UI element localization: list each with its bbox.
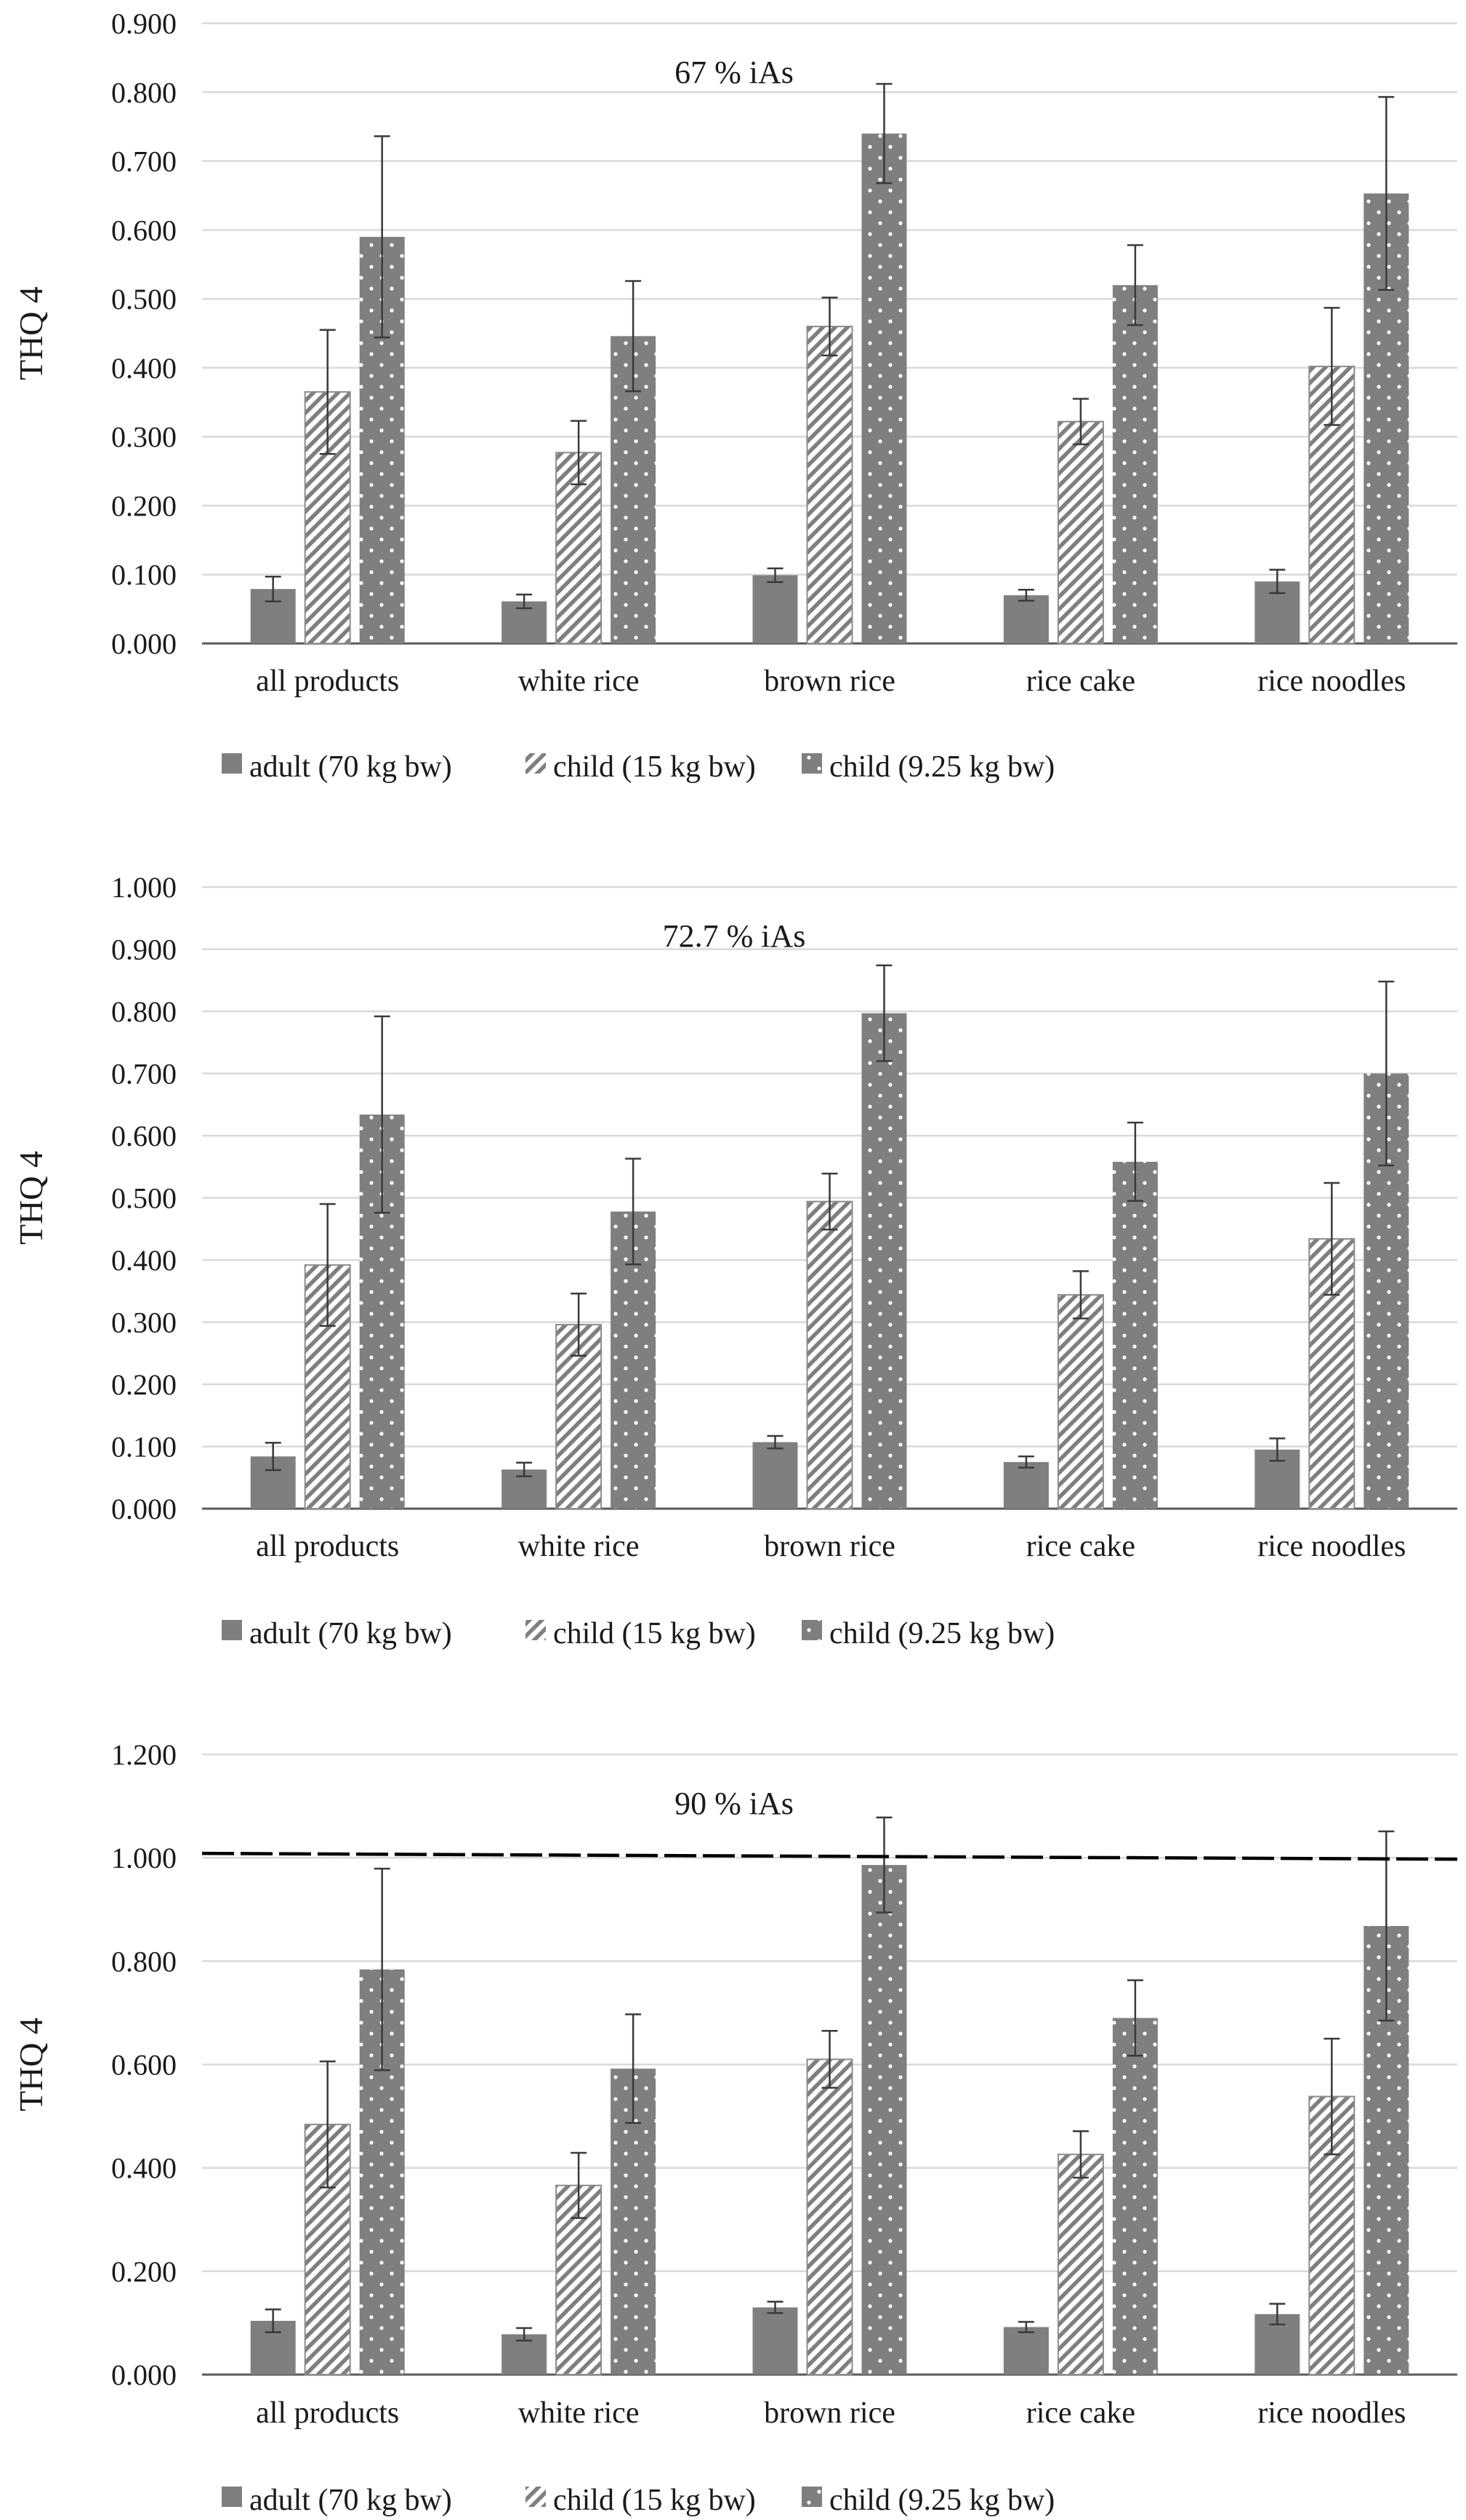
- y-tick-label: 0.800: [111, 76, 177, 109]
- legend-label-3: child (9.25 kg bw): [829, 2484, 1055, 2517]
- y-tick-label: 0.300: [111, 1307, 177, 1339]
- legend-swatch-3: [802, 753, 822, 774]
- legend-swatch-3: [802, 2487, 822, 2507]
- bar-brown-rice-adult-70-kg-bw: [752, 1442, 798, 1509]
- y-tick-label: 0.200: [111, 1368, 177, 1401]
- y-tick-label: 0.300: [111, 421, 177, 454]
- y-tick-label: 0.600: [111, 2049, 177, 2082]
- x-tick-label: all products: [256, 1530, 399, 1563]
- y-axis-title: THQ 4: [12, 286, 49, 380]
- y-tick-label: 0.500: [111, 283, 177, 316]
- y-tick-label: 0.600: [111, 214, 177, 246]
- x-tick-label: white rice: [518, 665, 640, 698]
- bar-brown-rice-adult-70-kg-bw: [752, 575, 798, 643]
- y-tick-label: 0.400: [111, 1244, 177, 1277]
- y-tick-label: 0.700: [111, 145, 177, 178]
- bar-rice-cake-child-9-25-kg-bw: [1112, 1161, 1158, 1509]
- legend-label-1: adult (70 kg bw): [249, 750, 452, 784]
- bar-rice-cake-adult-70-kg-bw: [1003, 1461, 1049, 1509]
- legend-swatch-2: [525, 2487, 546, 2507]
- y-tick-label: 0.200: [111, 489, 177, 522]
- x-tick-label: white rice: [518, 1530, 640, 1563]
- legend-label-2: child (15 kg bw): [553, 1617, 756, 1650]
- bar-brown-rice-child-15-kg-bw: [806, 1200, 853, 1509]
- threshold-line: [201, 1851, 1458, 1861]
- bar-brown-rice-adult-70-kg-bw: [752, 2307, 798, 2375]
- y-tick-label: 0.600: [111, 1120, 177, 1152]
- x-tick-label: white rice: [518, 2396, 640, 2430]
- chart-panel-3: 0.000 0.200 0.400 0.600 0.800 1.000 1.200 THQ 4…: [12, 1738, 1458, 2517]
- legend-swatch-2: [525, 753, 546, 774]
- y-tick-label: 0.800: [111, 1945, 177, 1978]
- legend-swatch-2: [525, 1620, 546, 1640]
- x-tick-label: rice noodles: [1257, 665, 1406, 698]
- y-tick-label: 1.000: [111, 1842, 177, 1874]
- chart-panels: 0.000 0.100 0.200 0.300 0.400 0.500 0.600 0.700…: [12, 7, 1458, 2517]
- y-axis-title: THQ 4: [12, 2018, 49, 2111]
- x-tick-label: rice cake: [1026, 665, 1135, 698]
- legend-label-1: adult (70 kg bw): [249, 1617, 452, 1650]
- y-tick-label: 0.900: [111, 934, 177, 966]
- x-tick-label: rice noodles: [1257, 2396, 1406, 2430]
- y-tick-label: 0.100: [111, 1431, 177, 1464]
- y-tick-label: 0.400: [111, 2152, 177, 2185]
- bar-rice-cake-child-15-kg-bw: [1057, 1293, 1104, 1509]
- y-tick-label: 0.100: [111, 558, 177, 591]
- y-tick-label: 1.200: [111, 1738, 177, 1771]
- x-tick-label: brown rice: [764, 665, 895, 698]
- bar-rice-cake-adult-70-kg-bw: [1003, 2327, 1049, 2375]
- chart-title: 90 % iAs: [674, 1786, 794, 1821]
- x-tick-label: brown rice: [764, 2396, 895, 2430]
- bar-rice-cake-child-9-25-kg-bw: [1112, 285, 1158, 643]
- bar-brown-rice-child-15-kg-bw: [806, 2058, 853, 2375]
- legend-label-3: child (9.25 kg bw): [829, 1617, 1055, 1650]
- bar-brown-rice-child-9-25-kg-bw: [861, 1865, 907, 2375]
- chart-panel-1: 0.000 0.100 0.200 0.300 0.400 0.500 0.600 0.700…: [12, 7, 1457, 784]
- y-tick-label: 0.000: [111, 627, 177, 660]
- bar-all-products-child-15-kg-bw: [304, 391, 351, 644]
- bar-rice-cake-adult-70-kg-bw: [1003, 595, 1049, 643]
- y-axis-title: THQ 4: [12, 1151, 49, 1245]
- y-tick-label: 0.000: [111, 1493, 177, 1525]
- bar-brown-rice-child-15-kg-bw: [806, 326, 853, 644]
- x-tick-label: all products: [256, 665, 399, 698]
- legend-swatch-1: [222, 2487, 242, 2507]
- y-tick-label: 0.700: [111, 1058, 177, 1091]
- chart-title: 67 % iAs: [674, 55, 794, 90]
- bar-rice-cake-child-15-kg-bw: [1057, 2154, 1104, 2376]
- x-tick-label: all products: [256, 2396, 399, 2430]
- legend-swatch-1: [222, 1620, 242, 1640]
- bar-rice-cake-child-15-kg-bw: [1057, 420, 1104, 644]
- x-tick-label: rice cake: [1026, 1530, 1135, 1563]
- bar-brown-rice-child-9-25-kg-bw: [861, 133, 907, 644]
- bar-brown-rice-child-9-25-kg-bw: [861, 1013, 907, 1509]
- chart-title: 72.7 % iAs: [663, 918, 806, 954]
- y-tick-label: 0.900: [111, 7, 177, 40]
- y-tick-label: 0.400: [111, 352, 177, 385]
- legend-swatch-1: [222, 753, 242, 774]
- x-tick-label: brown rice: [764, 1530, 895, 1563]
- bar-rice-cake-child-9-25-kg-bw: [1112, 2018, 1158, 2375]
- x-tick-label: rice noodles: [1257, 1530, 1406, 1563]
- legend-label-3: child (9.25 kg bw): [829, 750, 1055, 784]
- chart-panel-2: 0.000 0.100 0.200 0.300 0.400 0.500 0.600 0.700…: [12, 871, 1457, 1650]
- x-tick-label: rice cake: [1026, 2396, 1135, 2430]
- legend-label-1: adult (70 kg bw): [249, 2484, 452, 2517]
- y-tick-label: 0.000: [111, 2359, 177, 2391]
- legend-swatch-3: [802, 1620, 822, 1640]
- y-tick-label: 0.200: [111, 2255, 177, 2288]
- y-tick-label: 0.500: [111, 1182, 177, 1215]
- y-tick-label: 1.000: [111, 871, 177, 904]
- y-tick-label: 0.800: [111, 995, 177, 1028]
- legend-label-2: child (15 kg bw): [553, 2484, 756, 2517]
- legend-label-2: child (15 kg bw): [553, 750, 756, 784]
